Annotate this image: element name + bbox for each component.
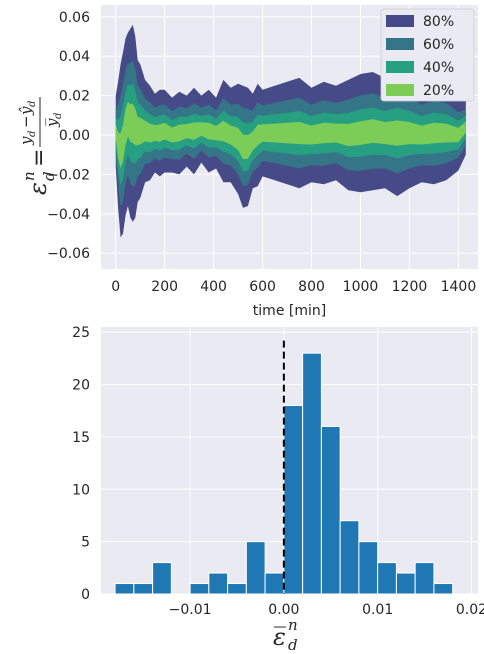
top-x-tick-label: 800 — [298, 279, 325, 295]
top-x-tick-label: 0 — [111, 279, 120, 295]
bottom-y-tick-labels: 0 5 10 15 20 25 — [72, 325, 90, 603]
histogram-bar — [189, 583, 210, 595]
top-y-tick-label: 0.04 — [59, 49, 90, 65]
histogram-bar — [283, 405, 304, 595]
top-y-axis-label: ε n d = y d − ŷ d y̅ d — [17, 97, 64, 195]
histogram-bar — [114, 583, 135, 595]
histogram-bar — [339, 520, 360, 595]
ylabel-epsilon-superscript: n — [20, 171, 38, 181]
legend-label-80: 80% — [423, 14, 454, 30]
top-x-tick-label: 400 — [200, 279, 227, 295]
bottom-y-tick-label: 5 — [81, 535, 90, 551]
legend-swatch-20 — [386, 84, 414, 96]
top-y-tick-label: −0.04 — [47, 207, 90, 223]
xlabel-epsilon-bar: ε̅ — [273, 623, 286, 651]
bottom-y-tick-label: 10 — [72, 482, 90, 498]
histogram-bar — [264, 572, 285, 595]
xlabel-superscript: n — [288, 616, 298, 634]
bottom-x-tick-label: 0.02 — [456, 602, 484, 618]
histogram-bar — [395, 572, 416, 595]
legend-swatch-40 — [386, 61, 414, 73]
ylabel-numerator-y-subscript: d — [27, 131, 38, 137]
ylabel-numerator-minus: − — [17, 115, 35, 128]
ylabel-denominator-ybar: y̅ — [43, 118, 61, 128]
top-y-tick-labels: −0.06 −0.04 −0.02 0.00 0.02 0.04 0.06 — [47, 10, 90, 262]
histogram-bar — [414, 562, 435, 595]
histogram-bar — [377, 562, 397, 595]
bottom-chart: −0.01 0.00 0.01 0.02 0 5 10 15 20 25 ε̅ n d — [72, 325, 484, 654]
top-x-tick-labels: 0 200 400 600 800 1000 1200 1400 — [111, 279, 476, 295]
ylabel-numerator-y: y — [17, 136, 35, 146]
legend-label-60: 60% — [423, 37, 454, 53]
top-y-tick-label: −0.06 — [47, 246, 90, 262]
ylabel-numerator-yhat-subscript: d — [27, 101, 38, 107]
bottom-y-tick-label: 25 — [72, 325, 90, 341]
histogram-bar — [433, 583, 454, 595]
bottom-x-tick-label: 0.00 — [268, 602, 299, 618]
top-y-tick-label: 0.06 — [59, 10, 90, 26]
top-x-tick-label: 1200 — [392, 279, 428, 295]
bottom-x-tick-label: 0.01 — [362, 602, 393, 618]
top-y-tick-label: −0.02 — [47, 167, 90, 183]
band-20pct — [115, 101, 466, 169]
histogram-bars — [114, 352, 454, 595]
histogram-bar — [302, 352, 322, 595]
legend-label-40: 40% — [423, 60, 454, 76]
bottom-y-tick-label: 20 — [72, 378, 90, 394]
top-x-tick-label: 1400 — [441, 279, 477, 295]
legend-swatch-60 — [386, 38, 414, 50]
legend-label-20: 20% — [423, 83, 454, 99]
top-x-tick-label: 200 — [151, 279, 178, 295]
top-y-tick-label: 0.00 — [59, 128, 90, 144]
top-x-tick-label: 600 — [249, 279, 276, 295]
top-y-tick-label: 0.02 — [59, 89, 90, 105]
histogram-bar — [208, 572, 229, 595]
histogram-bar — [152, 562, 172, 595]
legend-frame — [380, 8, 475, 102]
ylabel-numerator-yhat: ŷ — [17, 106, 35, 116]
bottom-x-tick-label: −0.01 — [169, 602, 212, 618]
top-legend: 80% 60% 40% 20% — [380, 8, 475, 102]
histogram-bar — [227, 583, 247, 595]
histogram-bar — [358, 541, 379, 595]
histogram-bar — [133, 583, 154, 595]
bottom-y-tick-label: 15 — [72, 430, 90, 446]
top-chart: 0 200 400 600 800 1000 1200 1400 −0.06−0.04−0.0… — [17, 5, 478, 319]
top-x-tick-label: 1000 — [343, 279, 379, 295]
xlabel-subscript: d — [288, 636, 298, 654]
histogram-bar — [320, 425, 341, 595]
top-percentile-bands — [115, 24, 466, 238]
ylabel-epsilon: ε — [24, 182, 52, 195]
bottom-x-tick-labels: −0.01 0.00 0.01 0.02 — [169, 602, 484, 618]
top-x-axis-label: time [min] — [253, 303, 326, 319]
legend-swatch-80 — [386, 15, 414, 27]
ylabel-denominator-subscript: d — [53, 113, 64, 119]
bottom-x-axis-label: ε̅ n d — [273, 616, 298, 654]
bottom-y-tick-label: 0 — [81, 587, 90, 603]
histogram-bar — [245, 541, 266, 595]
ylabel-epsilon-subscript: d — [40, 171, 58, 181]
ylabel-equals: = — [27, 149, 52, 167]
